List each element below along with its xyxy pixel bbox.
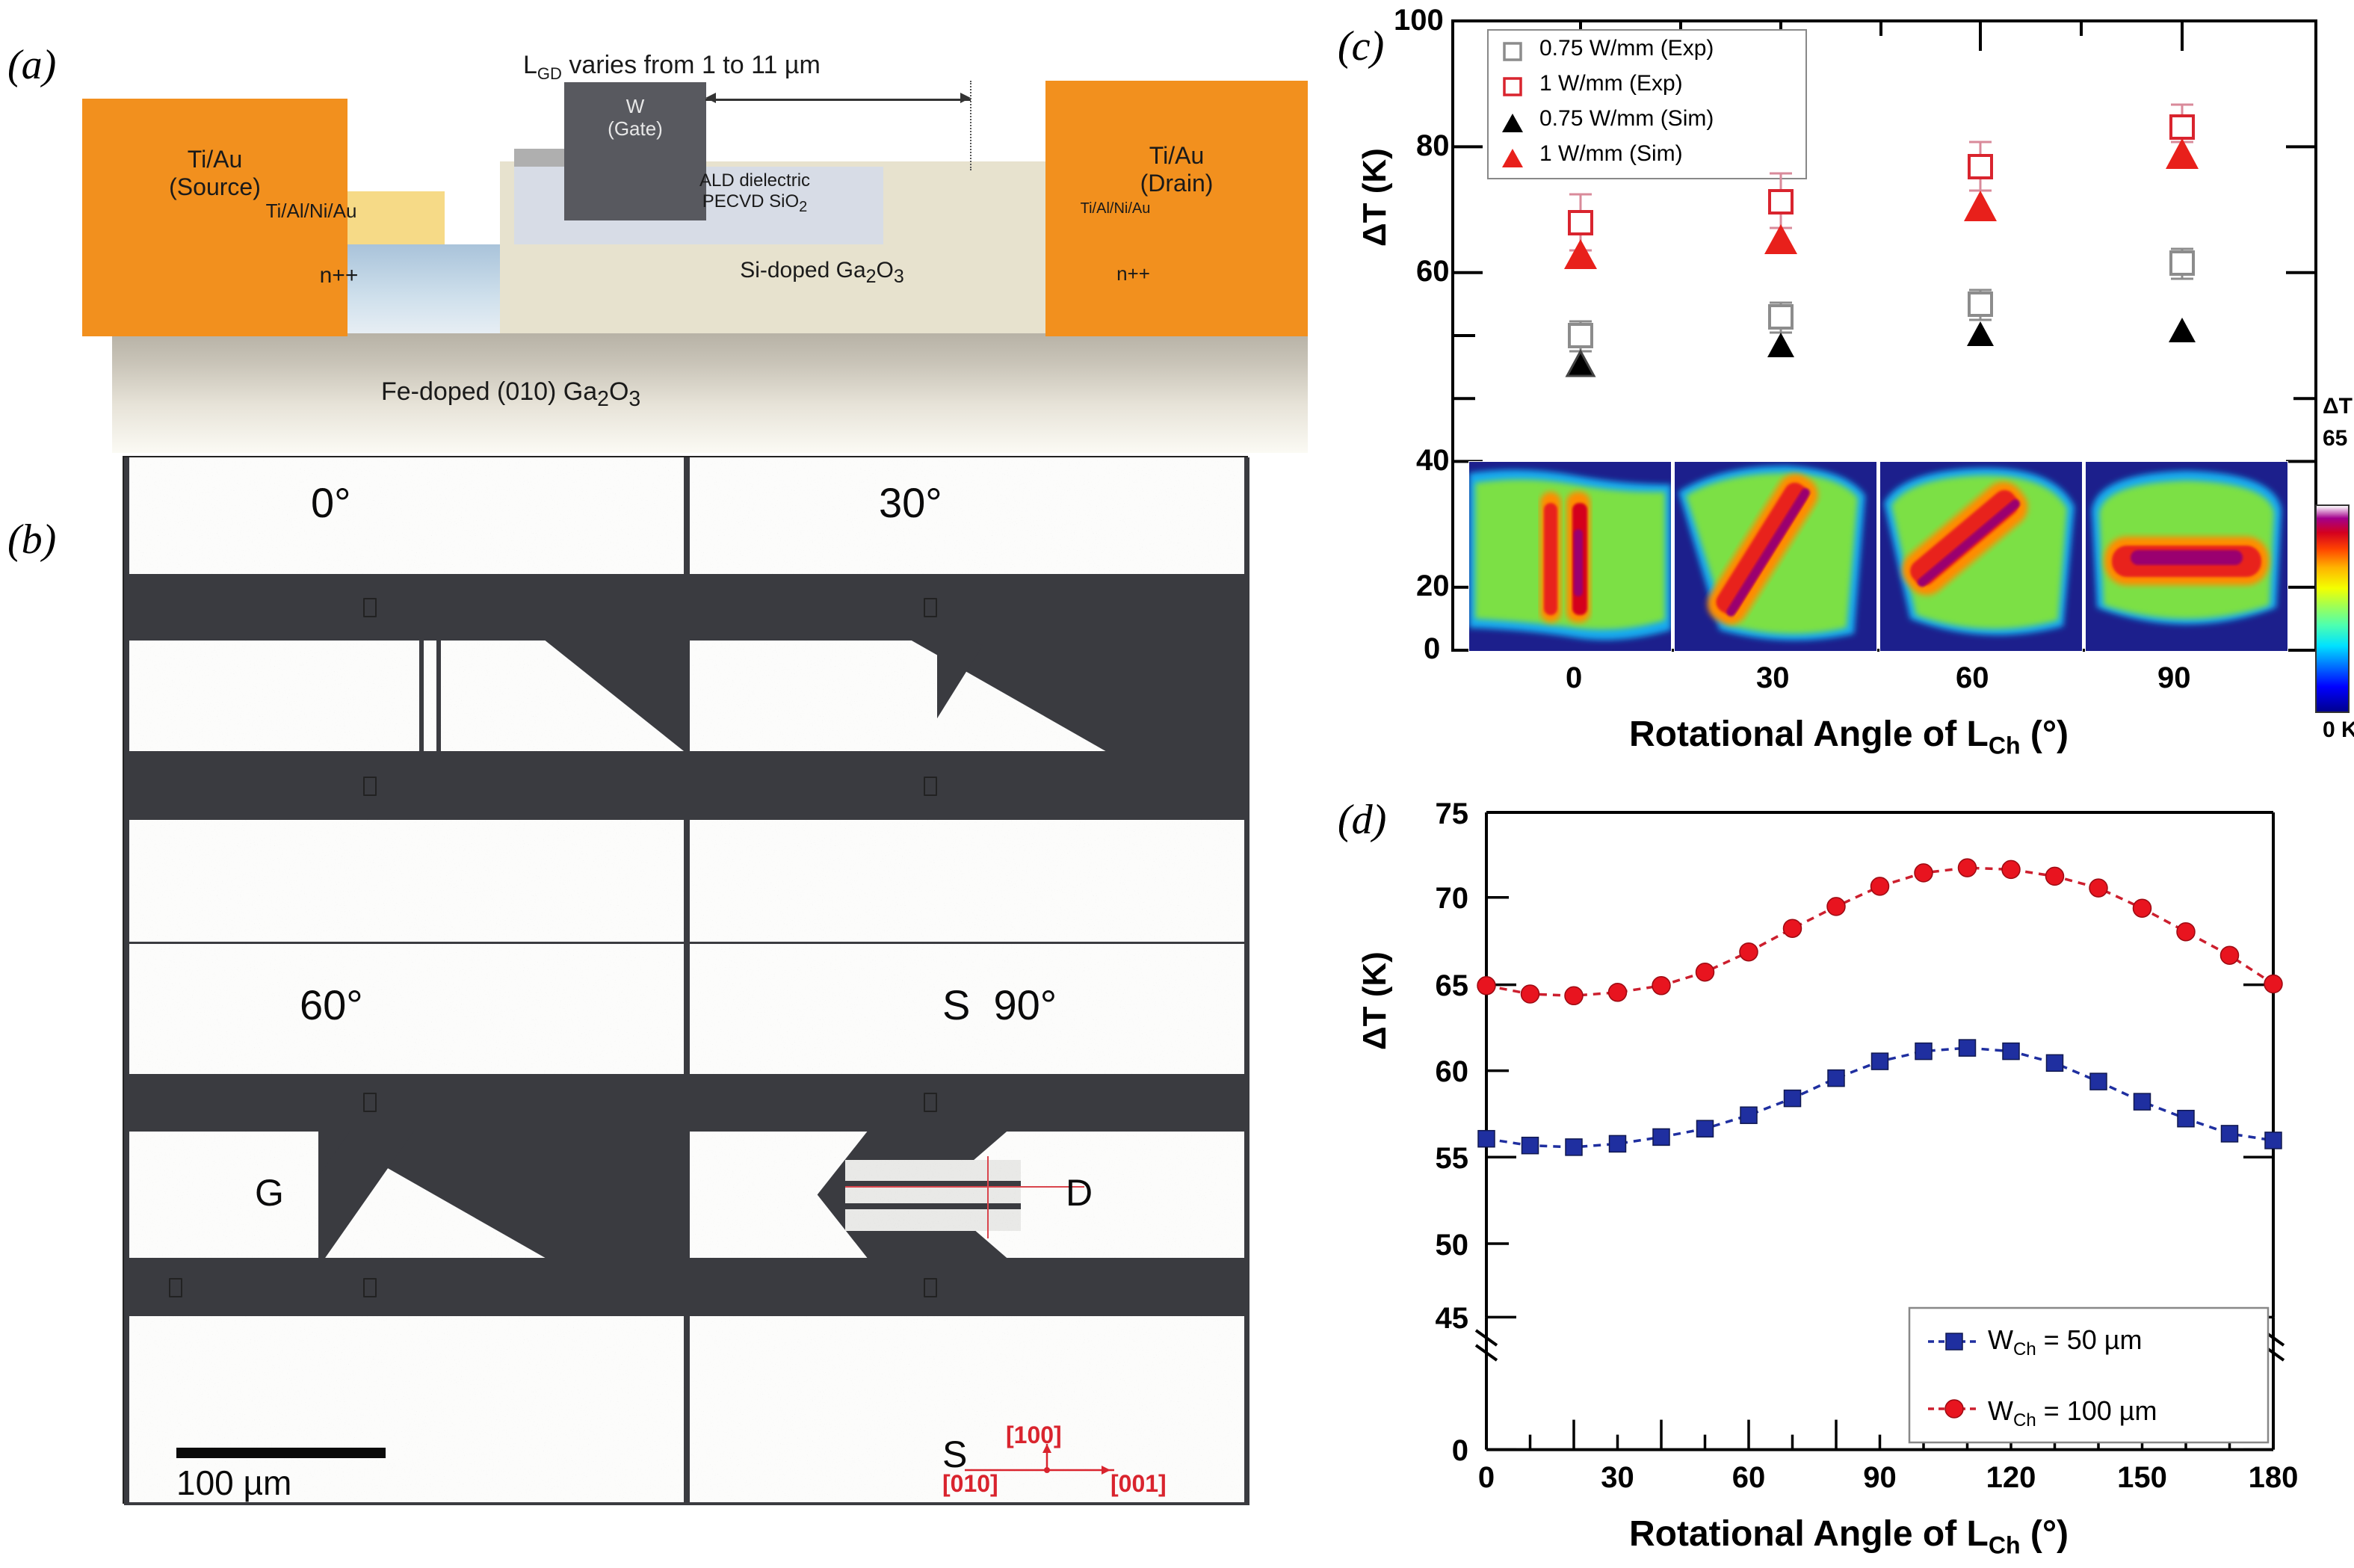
svg-text:120: 120 bbox=[1986, 1461, 2036, 1494]
svg-text:90: 90 bbox=[1863, 1461, 1897, 1494]
svg-text:60: 60 bbox=[1732, 1461, 1766, 1494]
svg-text:55: 55 bbox=[1436, 1142, 1469, 1175]
svg-text:150: 150 bbox=[2117, 1461, 2167, 1494]
svg-text:65: 65 bbox=[1436, 969, 1469, 1002]
svg-text:50: 50 bbox=[1436, 1229, 1469, 1262]
svg-text:0: 0 bbox=[1452, 1434, 1468, 1467]
svg-text:75: 75 bbox=[1436, 797, 1469, 830]
svg-text:70: 70 bbox=[1436, 882, 1469, 915]
svg-text:180: 180 bbox=[2249, 1461, 2299, 1494]
svg-text:30: 30 bbox=[1601, 1461, 1634, 1494]
svg-text:45: 45 bbox=[1436, 1302, 1469, 1335]
svg-text:60: 60 bbox=[1436, 1055, 1469, 1088]
svg-text:0: 0 bbox=[1478, 1461, 1495, 1494]
